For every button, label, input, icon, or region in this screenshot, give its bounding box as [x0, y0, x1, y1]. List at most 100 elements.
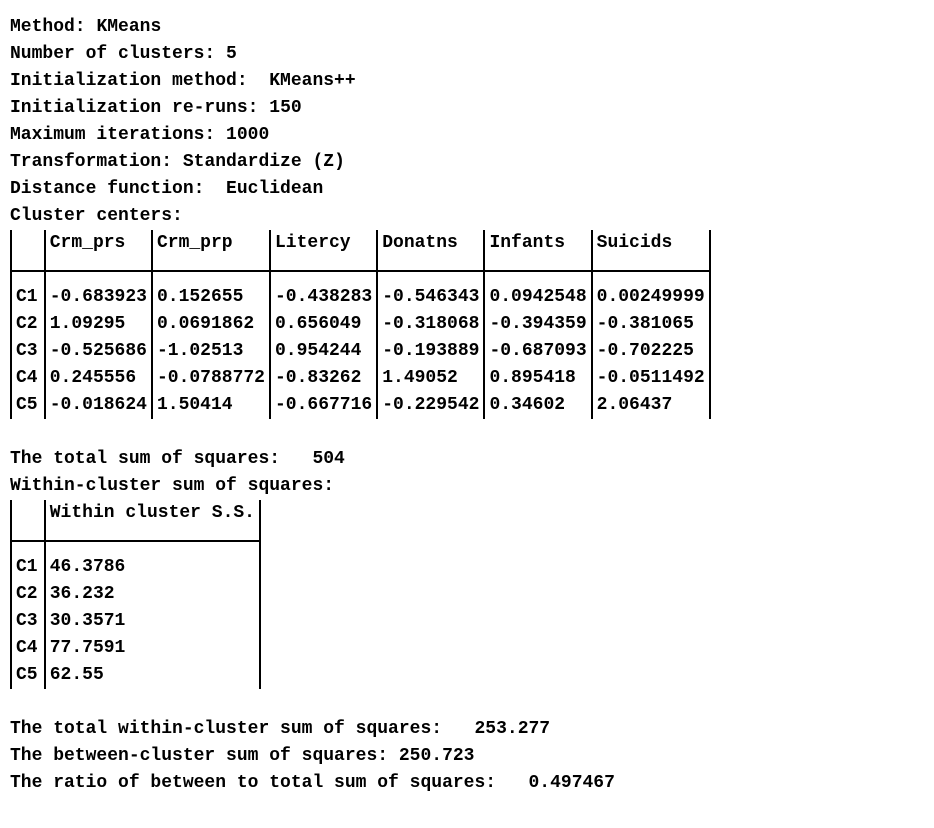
ratio-value: 0.497467	[529, 773, 615, 793]
table-header: Infants	[484, 230, 591, 257]
cell: 0.0691862	[152, 311, 270, 338]
cell: -0.438283	[270, 284, 377, 311]
table-row: C1 46.3786	[11, 554, 260, 581]
table-rule	[11, 257, 710, 284]
total-within-line: The total within-cluster sum of squares:…	[10, 716, 924, 743]
init-reruns-line: Initialization re-runs: 150	[10, 95, 924, 122]
cell: -0.0788772	[152, 365, 270, 392]
nclusters-label: Number of clusters:	[10, 44, 215, 64]
total-ss-label: The total sum of squares:	[10, 449, 280, 469]
cell: -1.02513	[152, 338, 270, 365]
row-id: C4	[11, 635, 45, 662]
table-header-blank	[11, 500, 45, 527]
cell: -0.667716	[270, 392, 377, 419]
cell: 0.656049	[270, 311, 377, 338]
cell: -0.318068	[377, 311, 484, 338]
cell: 0.34602	[484, 392, 591, 419]
table-row: C2 36.232	[11, 581, 260, 608]
centers-label: Cluster centers:	[10, 206, 183, 226]
transform-line: Transformation: Standardize (Z)	[10, 149, 924, 176]
row-id: C2	[11, 311, 45, 338]
cell: 1.50414	[152, 392, 270, 419]
row-id: C4	[11, 365, 45, 392]
cell: 30.3571	[45, 608, 260, 635]
cell: -0.229542	[377, 392, 484, 419]
blank-line	[10, 419, 924, 446]
within-header-line: Within-cluster sum of squares:	[10, 473, 924, 500]
distance-line: Distance function: Euclidean	[10, 176, 924, 203]
ratio-line: The ratio of between to total sum of squ…	[10, 770, 924, 797]
table-row: C3 30.3571	[11, 608, 260, 635]
total-within-label: The total within-cluster sum of squares:	[10, 719, 442, 739]
table-row: C4 0.245556 -0.0788772 -0.83262 1.49052 …	[11, 365, 710, 392]
cell: 1.49052	[377, 365, 484, 392]
row-id: C2	[11, 581, 45, 608]
table-header: Suicids	[592, 230, 710, 257]
table-row: C5 -0.018624 1.50414 -0.667716 -0.229542…	[11, 392, 710, 419]
max-iter-label: Maximum iterations:	[10, 125, 215, 145]
cell: -0.687093	[484, 338, 591, 365]
init-reruns-label: Initialization re-runs:	[10, 98, 258, 118]
table-row: C5 62.55	[11, 662, 260, 689]
cell: -0.394359	[484, 311, 591, 338]
cell: 46.3786	[45, 554, 260, 581]
total-ss-line: The total sum of squares: 504	[10, 446, 924, 473]
row-id: C1	[11, 284, 45, 311]
table-header-blank	[11, 230, 45, 257]
cell: 0.245556	[45, 365, 152, 392]
init-method-value: KMeans++	[269, 71, 355, 91]
cell: -0.546343	[377, 284, 484, 311]
within-ss-table: Within cluster S.S. C1 46.3786 C2 36.232…	[10, 500, 261, 689]
row-id: C1	[11, 554, 45, 581]
cell: 0.00249999	[592, 284, 710, 311]
table-header: Within cluster S.S.	[45, 500, 260, 527]
cell: 36.232	[45, 581, 260, 608]
method-label: Method:	[10, 17, 86, 37]
init-method-line: Initialization method: KMeans++	[10, 68, 924, 95]
between-ss-line: The between-cluster sum of squares: 250.…	[10, 743, 924, 770]
init-method-label: Initialization method:	[10, 71, 248, 91]
total-ss-value: 504	[312, 449, 344, 469]
transform-value: Standardize (Z)	[183, 152, 345, 172]
distance-label: Distance function:	[10, 179, 204, 199]
table-header: Crm_prs	[45, 230, 152, 257]
row-id: C3	[11, 608, 45, 635]
centers-label-line: Cluster centers:	[10, 203, 924, 230]
blank-line	[10, 689, 924, 716]
cell: 2.06437	[592, 392, 710, 419]
between-ss-label: The between-cluster sum of squares:	[10, 746, 388, 766]
table-row: C2 1.09295 0.0691862 0.656049 -0.318068 …	[11, 311, 710, 338]
cell: 1.09295	[45, 311, 152, 338]
table-header: Crm_prp	[152, 230, 270, 257]
transform-label: Transformation:	[10, 152, 172, 172]
table-rule	[11, 527, 260, 554]
total-within-value: 253.277	[474, 719, 550, 739]
cell: -0.0511492	[592, 365, 710, 392]
table-header: Donatns	[377, 230, 484, 257]
cell: 0.152655	[152, 284, 270, 311]
table-header: Litercy	[270, 230, 377, 257]
table-row: C1 -0.683923 0.152655 -0.438283 -0.54634…	[11, 284, 710, 311]
row-id: C3	[11, 338, 45, 365]
row-id: C5	[11, 392, 45, 419]
nclusters-value: 5	[226, 44, 237, 64]
cell: -0.525686	[45, 338, 152, 365]
ratio-label: The ratio of between to total sum of squ…	[10, 773, 496, 793]
cell: -0.83262	[270, 365, 377, 392]
cell: -0.381065	[592, 311, 710, 338]
method-value: KMeans	[96, 17, 161, 37]
cell: 0.0942548	[484, 284, 591, 311]
cell: 62.55	[45, 662, 260, 689]
table-row: C3 -0.525686 -1.02513 0.954244 -0.193889…	[11, 338, 710, 365]
row-id: C5	[11, 662, 45, 689]
cluster-centers-table: Crm_prs Crm_prp Litercy Donatns Infants …	[10, 230, 711, 419]
cell: 77.7591	[45, 635, 260, 662]
table-row: Crm_prs Crm_prp Litercy Donatns Infants …	[11, 230, 710, 257]
cell: 0.895418	[484, 365, 591, 392]
init-reruns-value: 150	[269, 98, 301, 118]
max-iter-value: 1000	[226, 125, 269, 145]
max-iter-line: Maximum iterations: 1000	[10, 122, 924, 149]
cell: -0.018624	[45, 392, 152, 419]
cell: -0.193889	[377, 338, 484, 365]
distance-value: Euclidean	[226, 179, 323, 199]
